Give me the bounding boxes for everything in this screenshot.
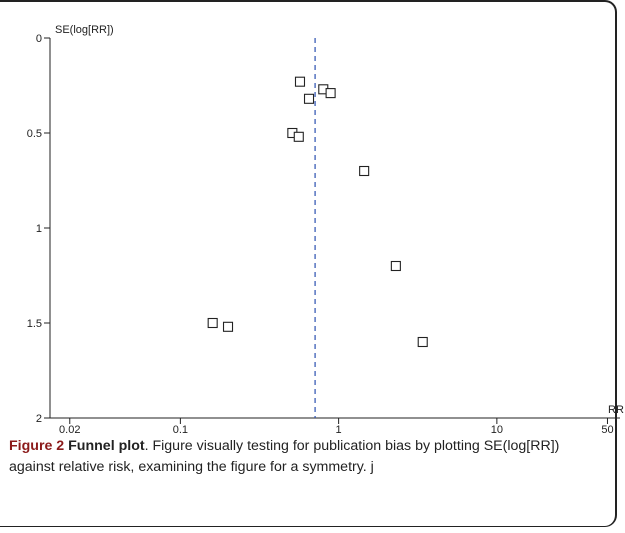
x-tick-label: 0.1 [173,424,188,433]
y-tick-label: 0 [36,33,42,45]
x-tick-label: 10 [491,424,503,433]
data-point [207,317,218,329]
y-tick-label: 0.5 [27,128,42,140]
y-tick-label: 1.5 [27,318,42,330]
data-point [222,321,234,332]
x-tick-label: 1 [336,424,342,433]
data-points [207,76,428,348]
figure-frame [0,0,617,527]
x-axis-label: RR [608,404,624,416]
y-axis-label: SE(log[RR]) [55,24,114,36]
y-tick-label: 1 [36,223,42,235]
data-point [293,131,304,142]
x-tick-label: 50 [601,424,613,433]
x-tick-label: 0.02 [59,424,80,433]
data-point [359,165,370,177]
data-point [417,336,428,348]
caption-title: Funnel plot [68,438,145,454]
data-point [303,93,315,104]
data-point [390,260,401,272]
data-point [294,76,306,87]
data-point [325,88,336,99]
axis-ticks: 0 0.5 1 1.5 2 0.02 0.1 1 10 50 [27,33,614,433]
figure-caption: Figure 2 Funnel plot. Figure visually te… [9,436,609,478]
y-tick-label: 2 [36,413,42,425]
caption-text: . Figure visually testing for publicatio… [9,438,560,475]
caption-label: Figure 2 [9,438,65,454]
funnel-plot: 0 0.5 1 1.5 2 0.02 0.1 1 10 50 SE(log[RR]) RR [27,24,624,433]
